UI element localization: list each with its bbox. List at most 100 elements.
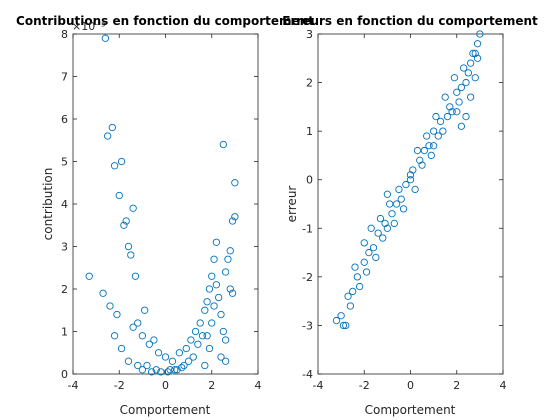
tick-labels: -4 -2 0 2 4 -4 -3 -2 -1 0 1 2 3 <box>302 28 506 392</box>
data-point <box>471 74 479 82</box>
y-tick-label: 2 <box>306 77 313 90</box>
data-point <box>446 103 454 111</box>
y-tick-label: 3 <box>306 28 313 41</box>
data-point <box>122 217 130 225</box>
data-point <box>457 122 466 130</box>
y-tick-label: -3 <box>302 319 313 332</box>
data-points <box>332 30 484 330</box>
x-tick-label: 0 <box>407 379 414 392</box>
data-point <box>150 336 158 344</box>
x-axis-label: Comportement <box>365 403 456 417</box>
data-point <box>429 127 438 135</box>
data-point <box>212 238 221 246</box>
data-point <box>383 190 392 198</box>
data-point <box>420 146 429 155</box>
data-point <box>168 357 177 365</box>
data-point <box>342 321 350 330</box>
data-point <box>460 64 468 72</box>
data-point <box>113 310 121 319</box>
data-point <box>450 74 459 82</box>
data-point <box>418 161 426 169</box>
data-point <box>376 214 385 223</box>
data-point <box>423 132 431 140</box>
data-point <box>432 112 440 121</box>
data-point <box>453 108 461 116</box>
data-point <box>473 40 482 48</box>
data-point <box>231 213 239 221</box>
y-tick-label: 4 <box>61 198 68 211</box>
data-point <box>339 321 348 330</box>
data-point <box>198 332 207 340</box>
data-point <box>226 247 234 255</box>
y-tick-label: 5 <box>61 156 68 169</box>
chart-title: Erreurs en fonction du comportement <box>282 14 538 28</box>
data-point <box>131 272 140 280</box>
data-point <box>205 344 214 353</box>
y-tick-label: 7 <box>61 71 68 84</box>
data-point <box>120 221 128 229</box>
data-point <box>374 229 382 237</box>
data-point <box>157 368 165 376</box>
x-tick-label: 2 <box>453 379 460 392</box>
data-point <box>473 54 482 62</box>
data-point <box>448 108 456 116</box>
data-point <box>208 319 216 327</box>
data-point <box>453 88 461 96</box>
data-point <box>355 282 364 291</box>
axes-box <box>72 33 259 375</box>
data-point <box>208 272 216 280</box>
data-point <box>101 34 110 42</box>
data-point <box>110 162 119 170</box>
data-point <box>427 151 435 160</box>
data-point <box>462 112 470 121</box>
data-point <box>219 140 227 149</box>
y-tick-label: 8 <box>61 28 68 41</box>
data-point <box>215 293 223 302</box>
axes-frame <box>72 33 259 375</box>
data-point <box>217 310 225 319</box>
data-point <box>455 98 463 106</box>
y-tick-label: 2 <box>61 283 68 296</box>
y-axis-label: contribution <box>41 168 55 241</box>
x-tick-label: 2 <box>208 379 215 392</box>
data-point <box>224 255 232 263</box>
data-point <box>201 361 209 370</box>
y-axis-label: erreur <box>285 186 299 223</box>
data-point <box>152 366 160 374</box>
data-point <box>129 323 137 331</box>
data-point <box>210 302 218 310</box>
data-point <box>441 93 449 101</box>
data-point <box>147 368 156 376</box>
data-point <box>395 185 403 194</box>
data-point <box>344 292 352 300</box>
data-point <box>462 78 470 87</box>
data-point <box>457 83 466 92</box>
exponent-label: ×10⁻³ <box>72 20 105 33</box>
data-point <box>365 248 373 257</box>
data-point <box>228 289 237 297</box>
data-point <box>399 205 408 213</box>
y-tick-label: 3 <box>61 241 68 254</box>
data-point <box>129 204 137 212</box>
data-point <box>124 242 133 251</box>
data-point <box>115 191 123 200</box>
data-point <box>106 302 114 310</box>
data-point <box>434 132 442 140</box>
data-point <box>171 366 179 374</box>
data-point <box>205 285 214 293</box>
data-point <box>184 357 193 365</box>
data-point <box>471 49 479 58</box>
x-tick-label: -4 <box>68 379 79 392</box>
data-point <box>360 258 368 266</box>
data-point <box>217 353 225 361</box>
data-point <box>383 224 392 232</box>
x-tick-label: -4 <box>313 379 324 392</box>
x-tick-label: -2 <box>359 379 370 392</box>
y-tick-label: -2 <box>302 271 313 284</box>
data-point <box>369 244 378 252</box>
data-point <box>388 210 396 218</box>
data-point <box>110 332 119 340</box>
data-point <box>425 142 433 150</box>
data-point <box>178 363 186 372</box>
data-point <box>221 357 230 365</box>
